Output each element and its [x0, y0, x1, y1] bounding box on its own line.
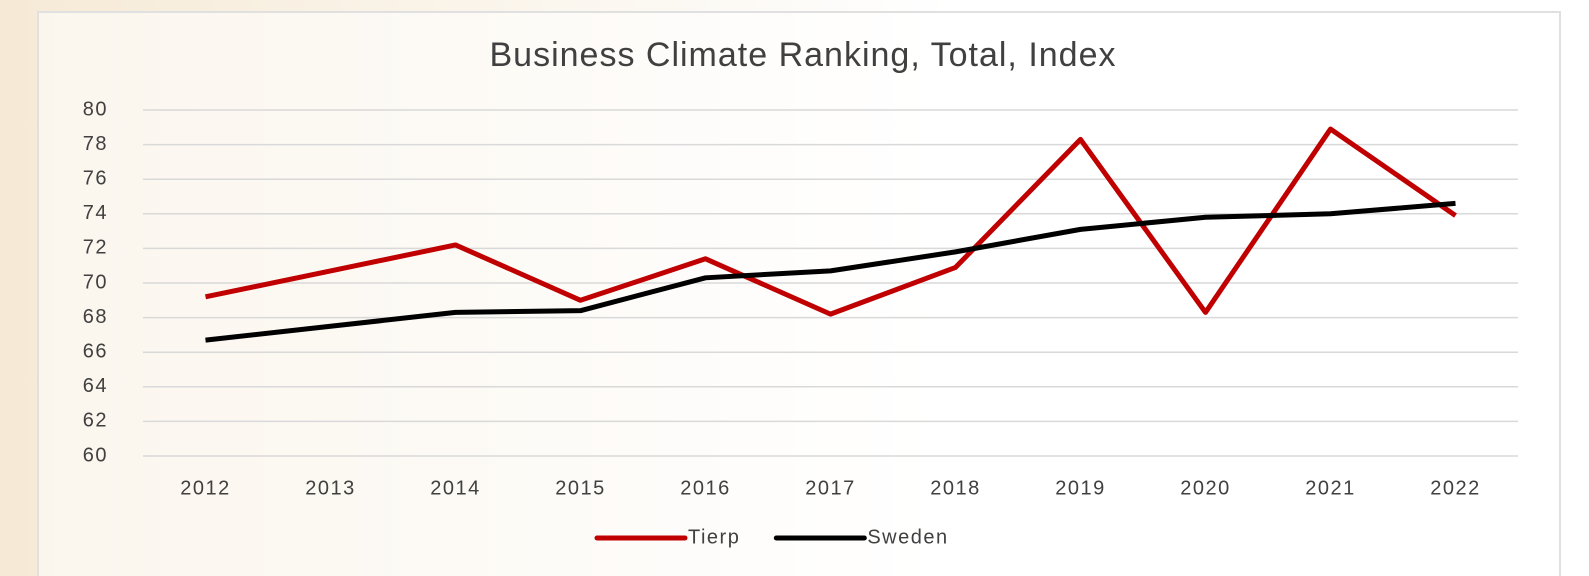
y-tick-label: 80: [83, 98, 108, 120]
chart-title: Business Climate Ranking, Total, Index: [489, 36, 1116, 74]
legend-label: Tierp: [688, 526, 740, 548]
y-tick-label: 78: [83, 133, 108, 155]
y-tick-label: 68: [83, 306, 108, 328]
x-tick-label: 2013: [305, 477, 356, 499]
series-line: [204, 126, 1457, 317]
y-tick-label: 60: [83, 444, 108, 466]
x-tick-label: 2020: [1180, 477, 1231, 499]
x-tick-label: 2012: [180, 477, 231, 499]
x-tick-label: 2014: [430, 477, 481, 499]
chart-panel: [37, 11, 1561, 576]
y-tick-label: 76: [83, 167, 108, 189]
y-tick-label: 70: [83, 271, 108, 293]
legend-label: Sweden: [867, 526, 948, 548]
x-tick-label: 2015: [555, 477, 606, 499]
x-tick-label: 2021: [1305, 477, 1356, 499]
y-tick-label: 62: [83, 410, 108, 432]
x-tick-label: 2016: [680, 477, 731, 499]
x-tick-label: 2018: [930, 477, 981, 499]
x-tick-label: 2017: [805, 477, 856, 499]
y-tick-label: 72: [83, 237, 108, 259]
x-tick-label: 2019: [1055, 477, 1106, 499]
series-line: [205, 200, 1456, 343]
y-tick-label: 66: [83, 340, 108, 362]
x-tick-label: 2022: [1430, 477, 1481, 499]
y-tick-label: 74: [83, 202, 108, 224]
y-tick-label: 64: [83, 375, 108, 397]
